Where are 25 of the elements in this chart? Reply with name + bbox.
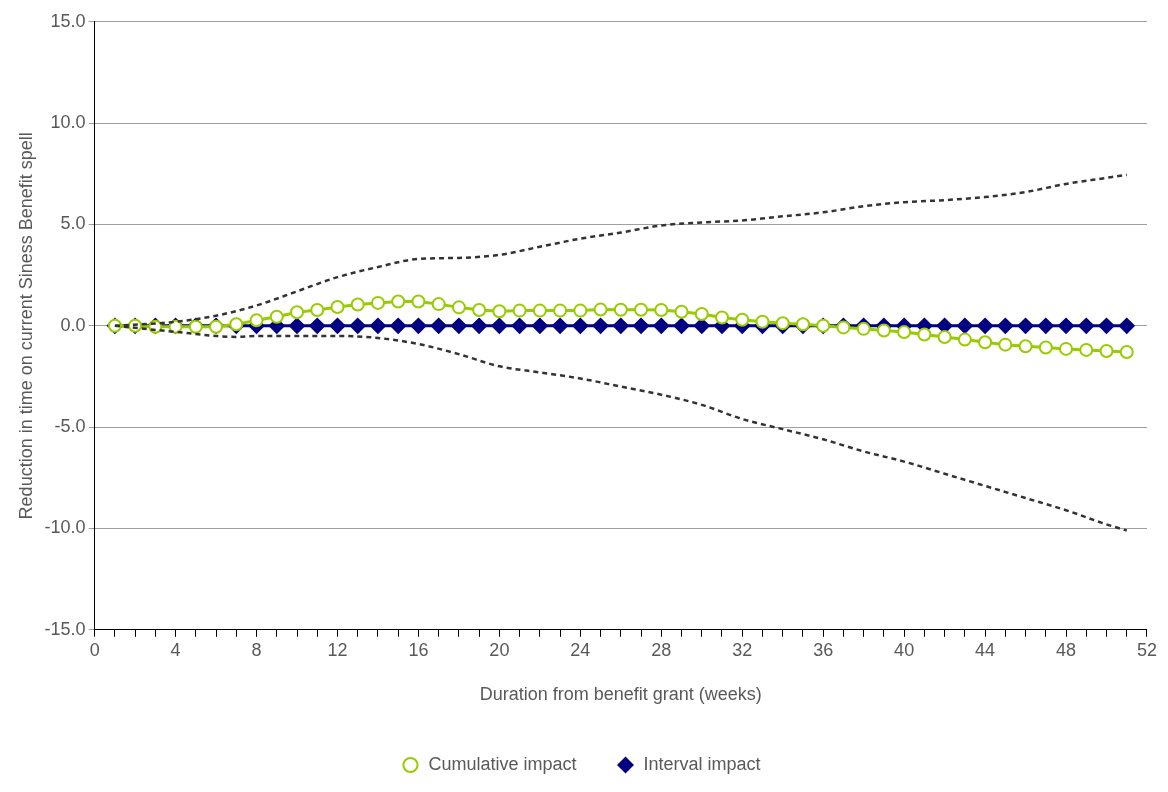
x-tick-label: 48 (1056, 639, 1077, 660)
x-tick-label: 52 (1136, 639, 1157, 660)
x-tick-label: 36 (813, 639, 834, 660)
x-tick-label: 12 (327, 639, 348, 660)
y-tick-label: -15.0 (44, 618, 86, 639)
x-tick-label: 8 (251, 639, 262, 660)
x-tick-label: 28 (651, 639, 672, 660)
y-tick-label: 10.0 (50, 112, 86, 133)
legend-label: Cumulative impact (428, 753, 577, 774)
y-tick-label: 5.0 (60, 213, 86, 234)
y-tick-label: 0.0 (60, 314, 86, 335)
y-tick-label: 15.0 (50, 10, 86, 31)
x-tick-label: 0 (89, 639, 100, 660)
x-tick-label: 40 (894, 639, 915, 660)
x-tick-label: 20 (489, 639, 510, 660)
y-tick-label: -5.0 (54, 416, 86, 437)
legend-label: Interval impact (643, 753, 761, 774)
y-axis-title: Reduction in time on current Siness Benefit spell (15, 132, 36, 520)
x-tick-label: 4 (170, 639, 181, 660)
x-axis-title: Duration from benefit grant (weeks) (479, 684, 762, 705)
x-tick-label: 24 (570, 639, 591, 660)
x-tick-label: 44 (975, 639, 996, 660)
x-tick-label: 16 (408, 639, 429, 660)
y-tick-label: -10.0 (44, 517, 86, 538)
x-tick-label: 32 (732, 639, 753, 660)
